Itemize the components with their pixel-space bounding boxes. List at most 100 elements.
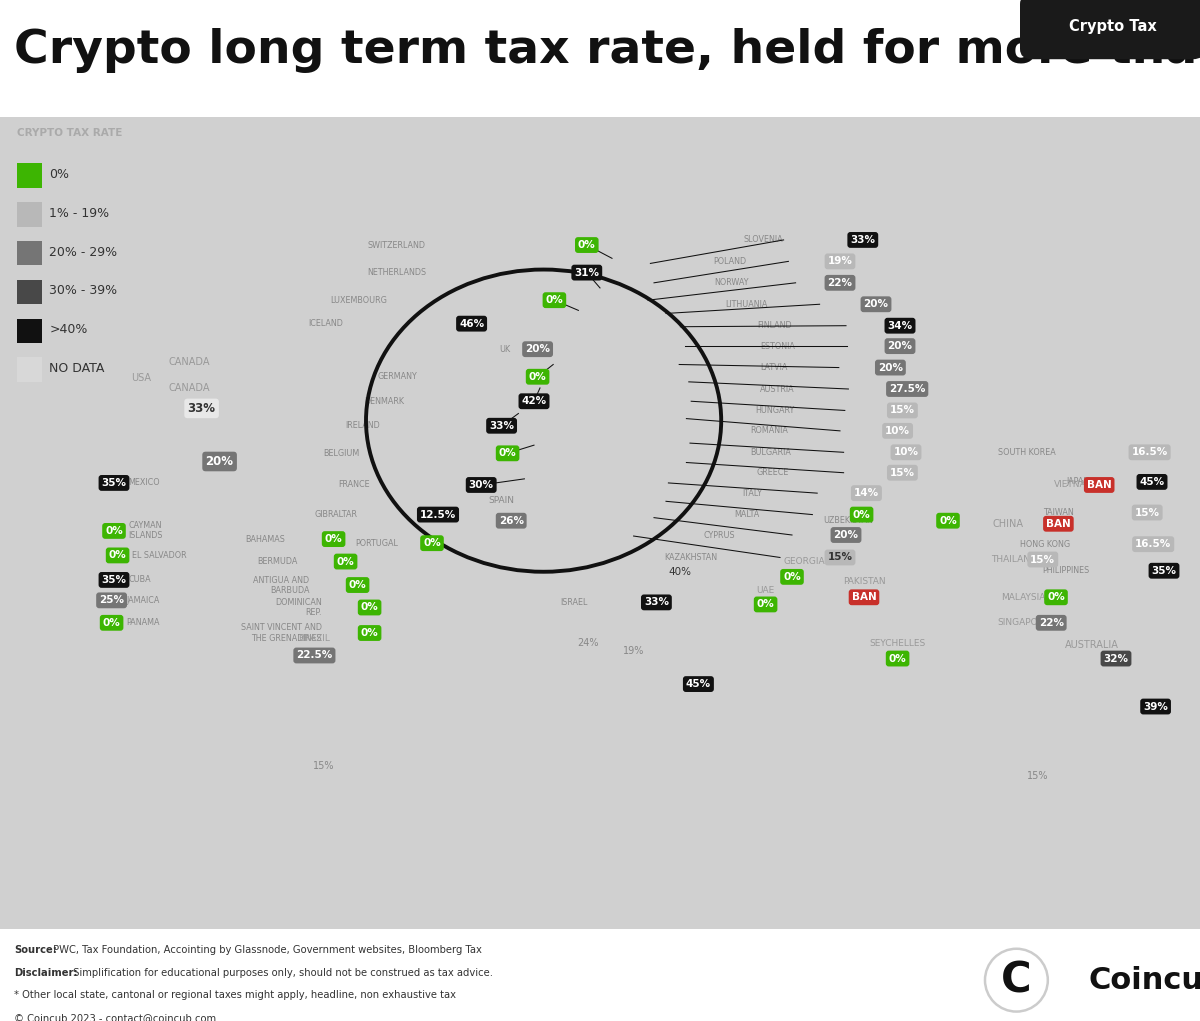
Text: LUXEMBOURG: LUXEMBOURG xyxy=(331,296,388,304)
Bar xyxy=(17,163,42,188)
Text: EL SALVADOR: EL SALVADOR xyxy=(132,551,187,560)
Text: 15%: 15% xyxy=(1135,507,1159,518)
Text: 32%: 32% xyxy=(1104,653,1128,664)
Text: 45%: 45% xyxy=(1140,477,1164,487)
Text: 0%: 0% xyxy=(529,372,546,382)
Text: ITALY: ITALY xyxy=(742,489,762,497)
Text: THAILAND: THAILAND xyxy=(991,555,1037,564)
Bar xyxy=(17,357,42,382)
Text: 0%: 0% xyxy=(940,516,956,526)
Text: NETHERLANDS: NETHERLANDS xyxy=(367,269,426,277)
Text: DENMARK: DENMARK xyxy=(365,397,404,405)
Text: 40%: 40% xyxy=(668,567,692,577)
Text: 30%: 30% xyxy=(850,592,874,602)
Text: MALAYSIA: MALAYSIA xyxy=(1002,593,1045,601)
Text: 20%: 20% xyxy=(834,530,858,540)
Text: JAMAICA: JAMAICA xyxy=(126,596,160,604)
Text: PWC, Tax Foundation, Accointing by Glassnode, Government websites, Bloomberg Tax: PWC, Tax Foundation, Accointing by Glass… xyxy=(49,945,481,956)
Text: UAE: UAE xyxy=(756,586,775,594)
Text: BERMUDA: BERMUDA xyxy=(257,557,298,566)
Text: C: C xyxy=(1001,959,1032,1002)
Text: UK: UK xyxy=(499,345,510,353)
Bar xyxy=(17,319,42,343)
Text: FINLAND: FINLAND xyxy=(757,322,792,330)
Text: 0%: 0% xyxy=(109,550,126,561)
Text: 0%: 0% xyxy=(325,534,342,544)
Text: 30%: 30% xyxy=(469,480,493,490)
Text: 35%: 35% xyxy=(1152,566,1176,576)
Text: LITHUANIA: LITHUANIA xyxy=(726,300,768,308)
Text: 1% - 19%: 1% - 19% xyxy=(49,207,109,220)
Text: 0%: 0% xyxy=(784,572,800,582)
Text: 20%: 20% xyxy=(878,362,902,373)
Text: 14%: 14% xyxy=(854,488,878,498)
Text: 15%: 15% xyxy=(313,761,335,771)
Text: AUSTRALIA: AUSTRALIA xyxy=(1066,640,1118,650)
Text: 35%: 35% xyxy=(102,478,126,488)
Text: IRELAND: IRELAND xyxy=(346,422,380,430)
Text: SEYCHELLES: SEYCHELLES xyxy=(870,639,925,647)
Text: CANADA: CANADA xyxy=(169,357,210,368)
Text: HONG KONG: HONG KONG xyxy=(1020,540,1070,548)
Text: NORWAY: NORWAY xyxy=(714,279,749,287)
Text: 0%: 0% xyxy=(349,580,366,590)
Text: 25%: 25% xyxy=(100,595,124,605)
Text: 31%: 31% xyxy=(575,268,599,278)
Text: SWITZERLAND: SWITZERLAND xyxy=(368,241,426,249)
Text: 20%: 20% xyxy=(526,344,550,354)
Text: 22%: 22% xyxy=(828,278,852,288)
Text: 16.5%: 16.5% xyxy=(1132,447,1168,457)
Text: Coincub: Coincub xyxy=(1088,966,1200,994)
Text: * Other local state, cantonal or regional taxes might apply, headline, non exhau: * Other local state, cantonal or regiona… xyxy=(14,990,456,1001)
Text: 0%: 0% xyxy=(337,556,354,567)
Text: © Coincub 2023 - contact@coincub.com: © Coincub 2023 - contact@coincub.com xyxy=(14,1013,216,1021)
Text: KAZAKHSTAN: KAZAKHSTAN xyxy=(665,553,718,562)
Text: 12.5%: 12.5% xyxy=(420,509,456,520)
Text: BAN: BAN xyxy=(1046,519,1070,529)
Text: 0%: 0% xyxy=(757,599,774,610)
Text: 0%: 0% xyxy=(1048,592,1064,602)
Text: GEORGIA: GEORGIA xyxy=(784,557,824,566)
Text: DOMINICAN
REP.: DOMINICAN REP. xyxy=(275,598,322,617)
Text: PANAMA: PANAMA xyxy=(126,619,160,627)
Text: 0%: 0% xyxy=(499,448,516,458)
Text: 0%: 0% xyxy=(361,628,378,638)
Text: 0%: 0% xyxy=(103,618,120,628)
Text: 24%: 24% xyxy=(577,638,599,648)
Text: GREECE: GREECE xyxy=(756,469,788,477)
Text: 15%: 15% xyxy=(1031,554,1055,565)
Text: 19%: 19% xyxy=(623,646,644,657)
Text: PAKISTAN: PAKISTAN xyxy=(842,578,886,586)
Bar xyxy=(17,280,42,304)
Text: 15%: 15% xyxy=(890,468,914,478)
Text: LATVIA: LATVIA xyxy=(760,363,787,372)
Text: 0%: 0% xyxy=(424,538,440,548)
Text: 19%: 19% xyxy=(828,256,852,266)
Text: SINGAPORE: SINGAPORE xyxy=(997,619,1050,627)
Text: ICELAND: ICELAND xyxy=(308,320,343,328)
Text: 20% - 29%: 20% - 29% xyxy=(49,246,118,258)
Text: SPAIN: SPAIN xyxy=(488,496,515,504)
Text: 10%: 10% xyxy=(894,447,918,457)
Text: 39%: 39% xyxy=(1144,701,1168,712)
FancyBboxPatch shape xyxy=(1020,0,1200,59)
Text: 20%: 20% xyxy=(864,299,888,309)
Text: 33%: 33% xyxy=(187,402,216,415)
Text: CUBA: CUBA xyxy=(128,576,151,584)
Bar xyxy=(17,241,42,265)
Text: 0%: 0% xyxy=(853,509,870,520)
Text: Crypto Tax: Crypto Tax xyxy=(1068,19,1157,34)
Text: CAYMAN
ISLANDS: CAYMAN ISLANDS xyxy=(128,522,163,540)
Bar xyxy=(0,117,1200,929)
Text: UZBEKISTAN: UZBEKISTAN xyxy=(823,517,874,525)
Text: TAIWAN: TAIWAN xyxy=(1043,508,1074,517)
Text: 42%: 42% xyxy=(522,396,546,406)
Text: BULGARIA: BULGARIA xyxy=(750,448,791,456)
Text: ESTONIA: ESTONIA xyxy=(761,342,796,350)
Text: SLOVENIA: SLOVENIA xyxy=(744,236,784,244)
Text: 15%: 15% xyxy=(890,405,914,416)
Text: BAN: BAN xyxy=(1087,480,1111,490)
Text: USA: USA xyxy=(132,373,151,383)
Text: CRYPTO TAX RATE: CRYPTO TAX RATE xyxy=(17,128,122,138)
Text: 10%: 10% xyxy=(886,426,910,436)
